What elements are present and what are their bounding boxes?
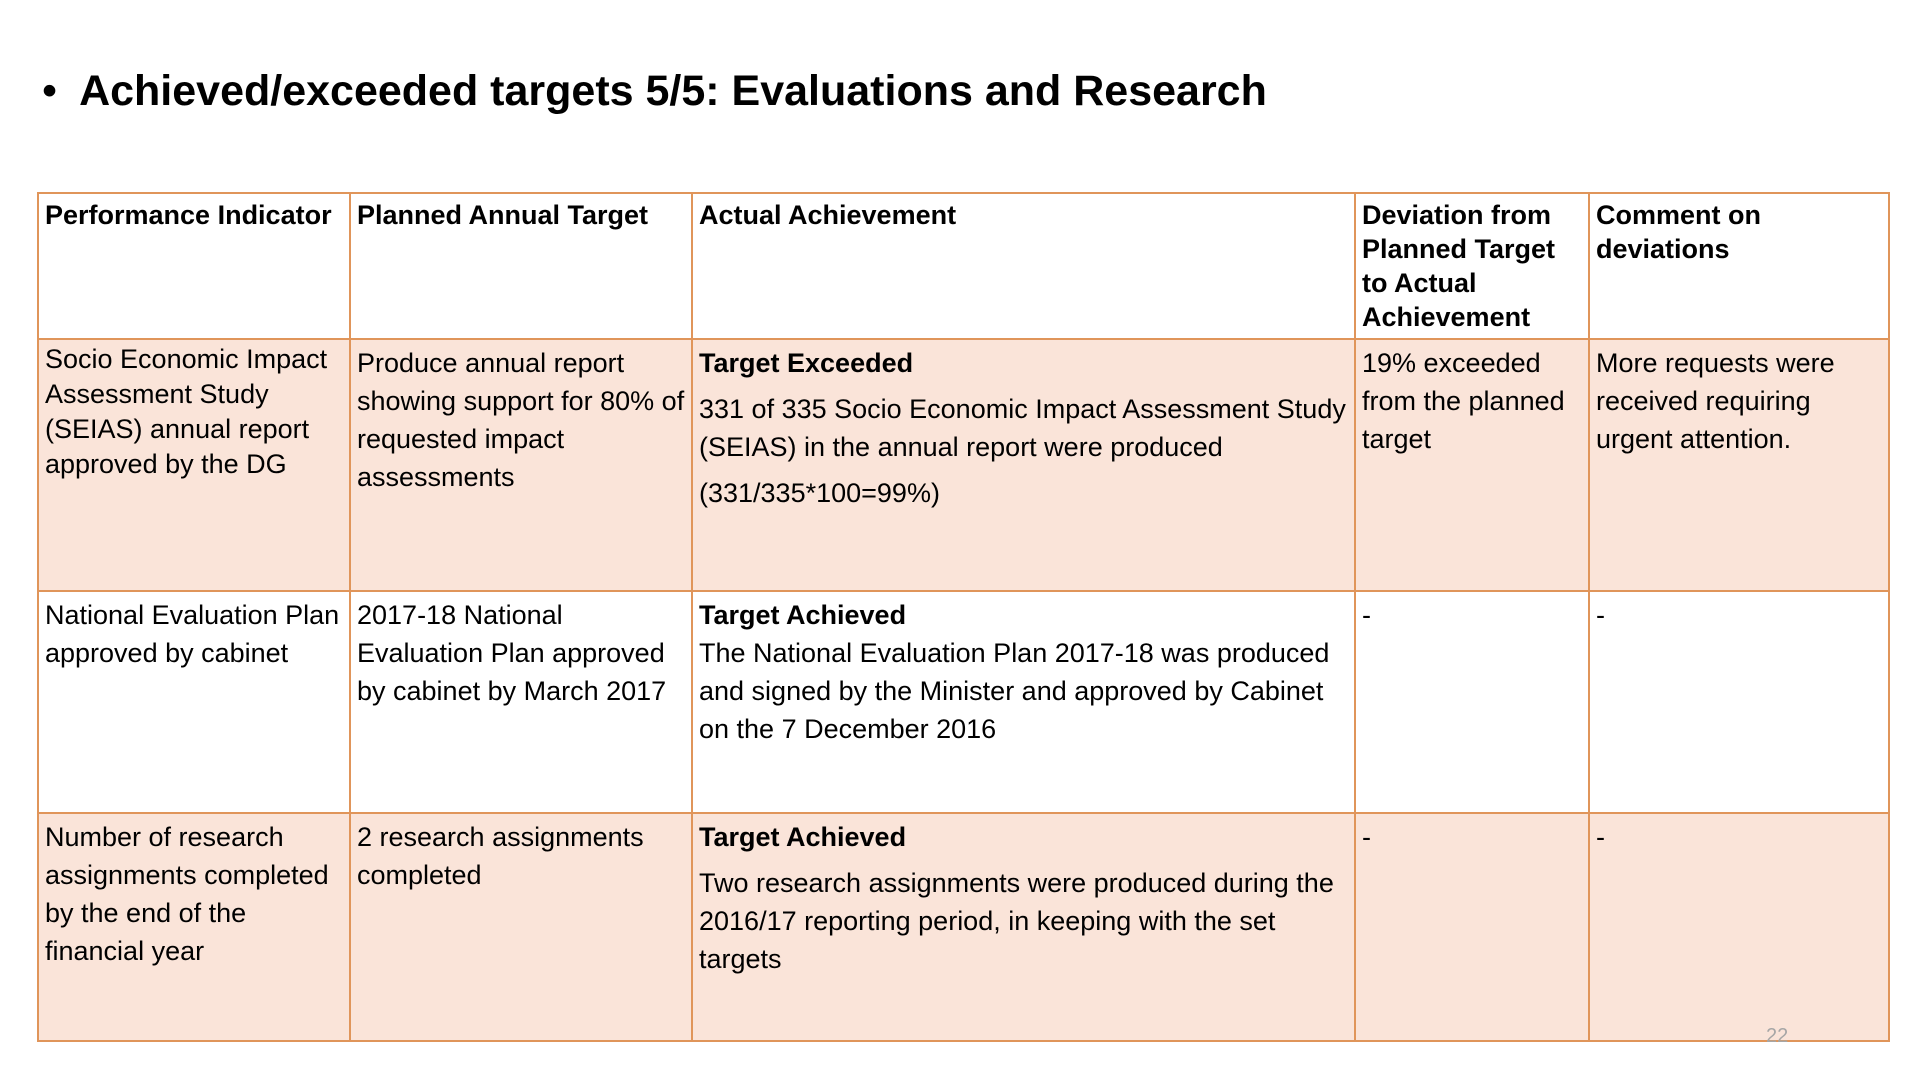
table-row: Socio Economic Impact Assessment Study (…	[37, 338, 1890, 592]
slide-title: • Achieved/exceeded targets 5/5: Evaluati…	[42, 63, 1267, 119]
achievement-cell: Target Achieved The National Evaluation …	[691, 590, 1356, 814]
deviation-cell: -	[1354, 590, 1590, 814]
header-planned-annual-target: Planned Annual Target	[349, 192, 693, 340]
achievement-calculation: (331/335*100=99%)	[699, 478, 940, 508]
indicator-cell: Number of research assignments completed…	[37, 812, 351, 1042]
page-number: 22	[1766, 1025, 1789, 1047]
table-row: National Evaluation Plan approved by cab…	[37, 590, 1890, 814]
header-actual-achievement: Actual Achievement	[691, 192, 1356, 340]
achievement-cell: Target Exceeded 331 of 335 Socio Economi…	[691, 338, 1356, 592]
achievement-text: Two research assignments were produced d…	[699, 868, 1334, 974]
table-header-row: Performance Indicator Planned Annual Tar…	[37, 192, 1890, 340]
achievement-text: The National Evaluation Plan 2017-18 was…	[699, 638, 1330, 744]
status-label: Target Achieved	[699, 822, 907, 852]
title-text: Achieved/exceeded targets 5/5: Evaluatio…	[79, 67, 1267, 115]
comment-cell: -	[1588, 812, 1890, 1042]
achievement-cell: Target Achieved Two research assignments…	[691, 812, 1356, 1042]
comment-cell: -	[1588, 590, 1890, 814]
achievement-text: 331 of 335 Socio Economic Impact Assessm…	[699, 394, 1346, 462]
deviation-cell: -	[1354, 812, 1590, 1042]
target-cell: 2017-18 National Evaluation Plan approve…	[349, 590, 693, 814]
deviation-cell: 19% exceeded from the planned target	[1354, 338, 1590, 592]
table-row: Number of research assignments completed…	[37, 812, 1890, 1042]
status-label: Target Achieved	[699, 600, 907, 630]
indicator-cell: Socio Economic Impact Assessment Study (…	[37, 338, 351, 592]
comment-cell: More requests were received requiring ur…	[1588, 338, 1890, 592]
target-cell: 2 research assignments completed	[349, 812, 693, 1042]
target-cell: Produce annual report showing support fo…	[349, 338, 693, 592]
header-comment-on-deviations: Comment on deviations	[1588, 192, 1890, 340]
status-label: Target Exceeded	[699, 348, 914, 378]
header-deviation: Deviation from Planned Target to Actual …	[1354, 192, 1590, 340]
indicator-cell: National Evaluation Plan approved by cab…	[37, 590, 351, 814]
title-bullet: •	[42, 67, 58, 115]
performance-table: Performance Indicator Planned Annual Tar…	[37, 192, 1890, 1042]
header-performance-indicator: Performance Indicator	[37, 192, 351, 340]
